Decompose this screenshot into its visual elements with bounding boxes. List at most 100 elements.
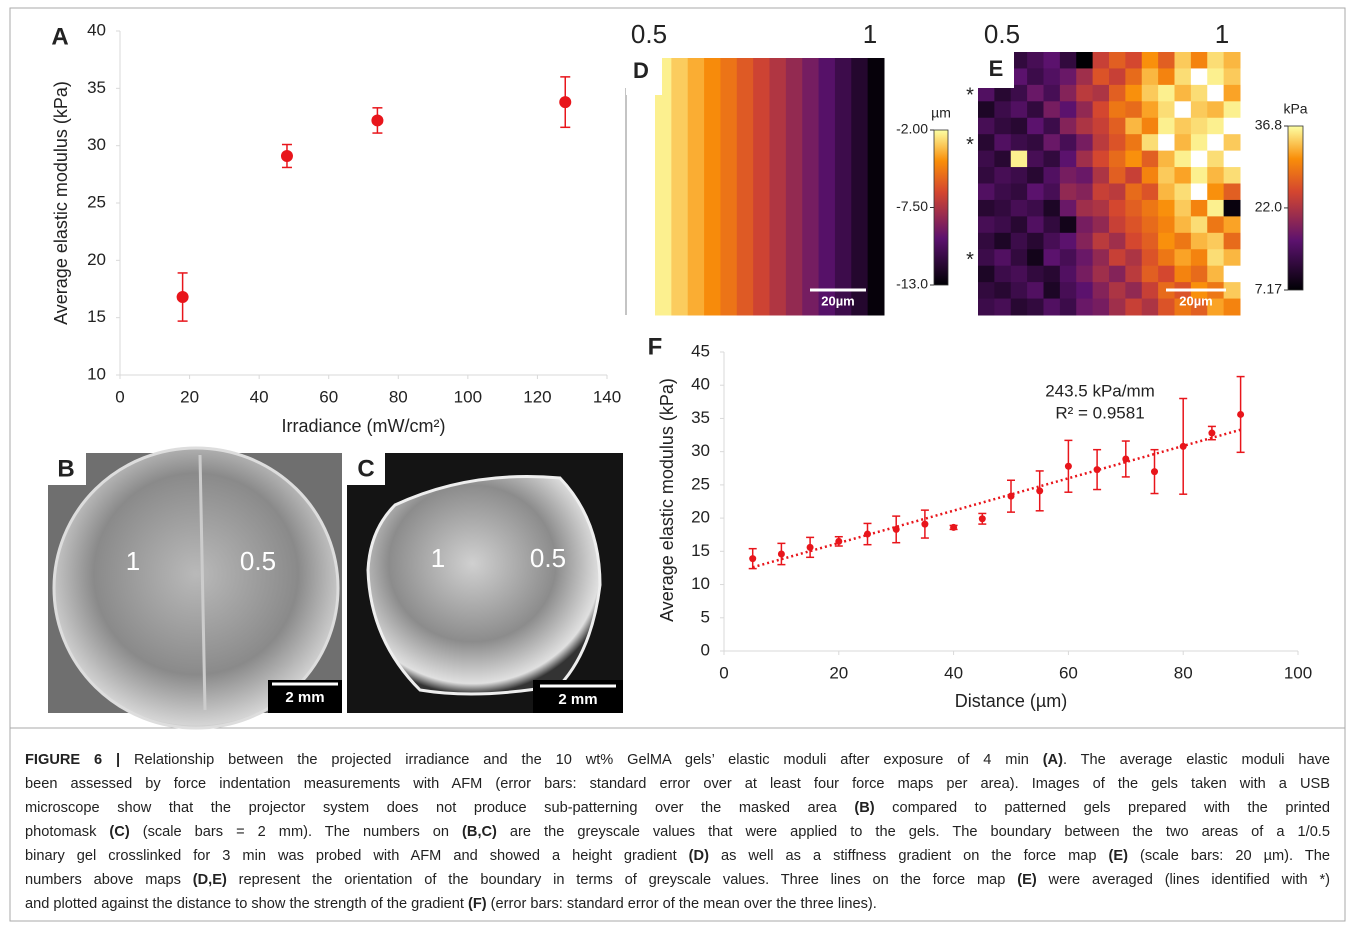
cell: [1223, 298, 1241, 316]
cell: [1109, 101, 1126, 119]
caption-text: represent the orientation of the boundar…: [226, 872, 1018, 888]
cell: [1141, 52, 1159, 69]
cell: [1174, 265, 1192, 283]
cell: [1076, 249, 1094, 267]
cell: [1010, 68, 1028, 86]
cell: [994, 249, 1012, 267]
cell: [1125, 167, 1143, 184]
caption-text: as well as a stiffness gradient on the f…: [708, 848, 1109, 864]
cell: [1207, 84, 1225, 102]
cell: [1059, 68, 1077, 86]
cell: [1076, 117, 1094, 135]
x-axis-title: Irradiance (mW/cm²): [281, 416, 445, 436]
cell: [1059, 167, 1077, 184]
cell: [1158, 68, 1175, 86]
cell: [1174, 199, 1192, 217]
caption-text: (error bars: standard error of the mean …: [486, 896, 877, 912]
cell: [1076, 199, 1094, 217]
cell: [1092, 183, 1110, 201]
colorbar-tick-label: -2.00: [896, 121, 928, 137]
cell: [1207, 183, 1225, 201]
cell: [1158, 249, 1175, 267]
cell: [851, 58, 869, 316]
caption-bold: (B): [854, 800, 875, 816]
caption-text: numbers above maps: [25, 872, 193, 888]
point: [1237, 410, 1245, 418]
caption-text: microscope show that the projector syste…: [25, 800, 855, 816]
cell: [1109, 249, 1126, 267]
colorbar-tick-label: -13.0: [896, 276, 928, 292]
cell: [1043, 150, 1061, 168]
cell: [978, 249, 995, 267]
cell: [1092, 216, 1110, 234]
cell: [1125, 52, 1143, 69]
y-tick-label: 40: [87, 20, 106, 39]
label-box: [626, 58, 662, 95]
cell: [1174, 298, 1192, 316]
cell: [1190, 298, 1208, 316]
y-tick-label: 20: [691, 508, 710, 527]
x-tick-label: 80: [1174, 663, 1193, 682]
cell: [1207, 265, 1225, 283]
y-tick-label: 35: [87, 78, 106, 97]
cell: [1076, 52, 1094, 69]
cell: [1010, 183, 1028, 201]
x-tick-label: 40: [250, 387, 269, 406]
cell: [1010, 52, 1028, 69]
cell: [1092, 298, 1110, 316]
point: [1208, 429, 1216, 437]
colorbar-tick-label: 22.0: [1255, 199, 1282, 215]
cell: [1190, 167, 1208, 184]
cell: [1076, 282, 1094, 300]
cell: [1174, 134, 1192, 152]
caption-text: compared to patterned gels prepared with…: [874, 800, 1331, 816]
cell: [1109, 183, 1126, 201]
cell: [1158, 232, 1175, 250]
cell: [1076, 216, 1094, 234]
y-tick-label: 15: [87, 307, 106, 326]
cell: [1125, 199, 1143, 217]
cell: [1059, 101, 1077, 119]
cell: [1010, 298, 1028, 316]
cell: [1223, 134, 1241, 152]
cell: [1043, 68, 1061, 86]
cell: [1158, 84, 1175, 102]
x-tick-label: 40: [944, 663, 963, 682]
cell: [978, 265, 995, 283]
cell: [1223, 232, 1241, 250]
cell: [1109, 134, 1126, 152]
cell: [1223, 199, 1241, 217]
cell: [1158, 265, 1175, 283]
trendline: [752, 428, 1241, 569]
cell: [994, 216, 1012, 234]
cell: [1174, 84, 1192, 102]
cell: [1092, 199, 1110, 217]
caption-bold: (D): [688, 848, 709, 864]
cell: [1027, 249, 1044, 267]
point: [1179, 442, 1187, 450]
cell: [1109, 52, 1126, 69]
x-tick-label: 20: [829, 663, 848, 682]
point: [559, 96, 572, 109]
cell: [1141, 101, 1159, 119]
cell: [1027, 167, 1044, 184]
caption-bold: (A): [1042, 752, 1063, 768]
cell: [1174, 249, 1192, 267]
y-tick-label: 35: [691, 408, 710, 427]
cell: [1190, 216, 1208, 234]
panel-label: C: [357, 455, 374, 482]
scale-label: 20µm: [821, 293, 855, 308]
caption-bold: (B,C): [462, 824, 497, 840]
cell: [1141, 249, 1159, 267]
cell: [1027, 52, 1044, 69]
colorbar-unit: µm: [931, 105, 951, 121]
cell: [978, 150, 995, 168]
cell: [1190, 134, 1208, 152]
cell: [1125, 150, 1143, 168]
row-marker: *: [966, 249, 974, 271]
cell: [1109, 298, 1126, 316]
y-tick-label: 20: [87, 250, 106, 269]
cell: [1076, 232, 1094, 250]
point: [950, 523, 958, 531]
point: [921, 520, 929, 528]
